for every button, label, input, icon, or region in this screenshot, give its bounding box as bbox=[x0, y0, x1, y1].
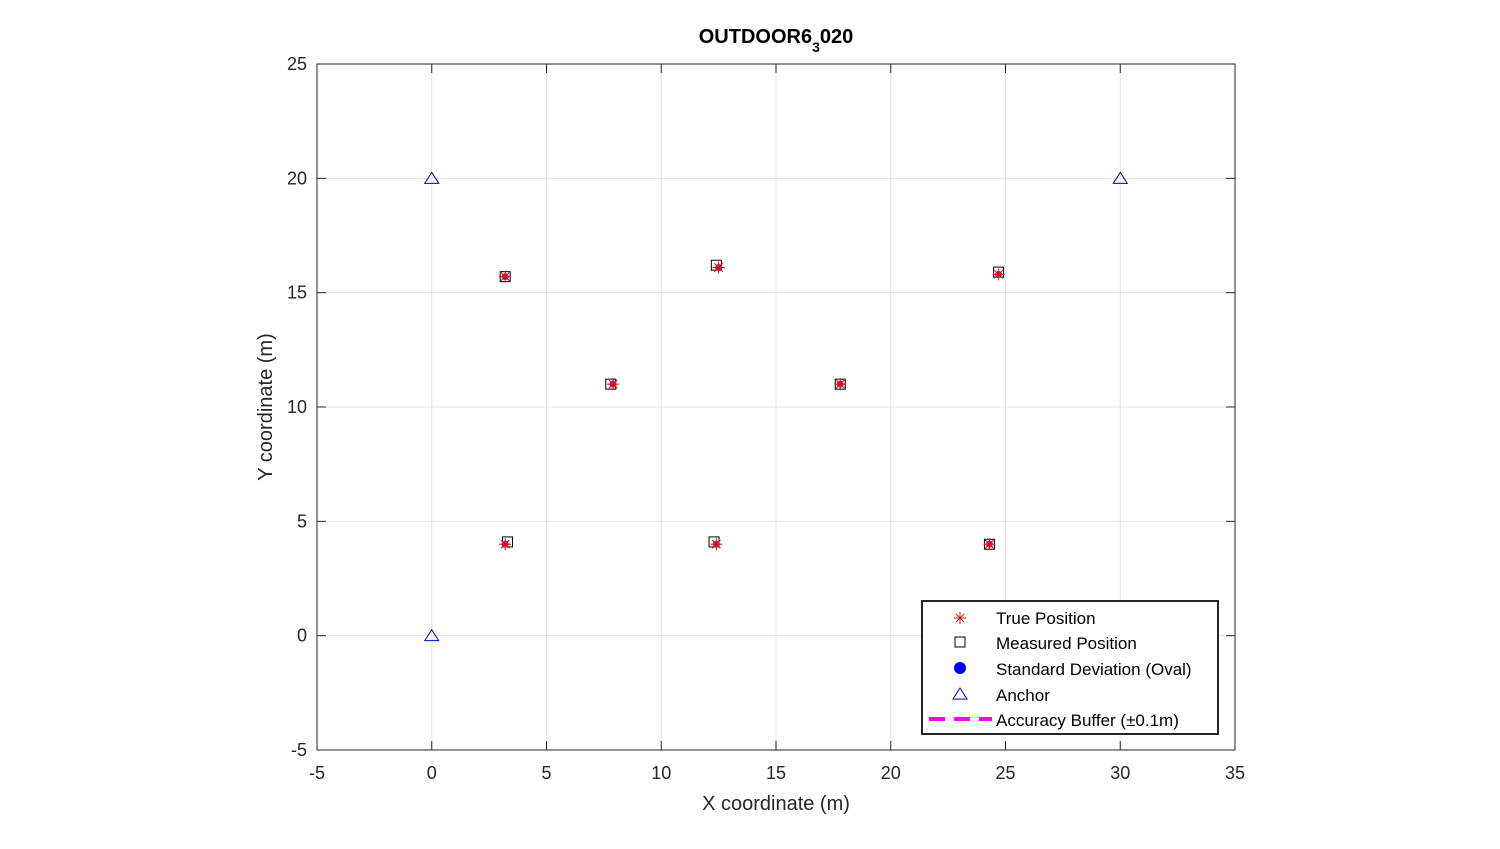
chart-title-main: OUTDOOR6 bbox=[699, 26, 812, 48]
true-position-marker bbox=[834, 378, 847, 391]
legend-label-accuracy-buffer: Accuracy Buffer (±0.1m) bbox=[996, 711, 1179, 730]
asterisk-stroke bbox=[984, 539, 994, 549]
legend-symbols bbox=[929, 612, 992, 721]
x-tick-label: -5 bbox=[309, 763, 325, 783]
legend: True Position Measured Position Standard… bbox=[921, 600, 1219, 735]
plot-frame bbox=[316, 63, 1236, 751]
y-tick-label: 20 bbox=[287, 168, 307, 188]
legend-symbol-standard-deviation bbox=[954, 662, 966, 674]
y-tick-label: -5 bbox=[291, 740, 307, 760]
true-position-marker bbox=[983, 538, 996, 551]
legend-symbol-true-position bbox=[954, 612, 966, 624]
true-position-marker bbox=[499, 538, 512, 551]
legend-label-measured-position: Measured Position bbox=[996, 634, 1137, 653]
asterisk-stroke bbox=[835, 379, 845, 389]
data-marks bbox=[423, 171, 1129, 642]
true-position-marker bbox=[499, 270, 512, 283]
true-position-marker bbox=[607, 378, 620, 391]
x-tick-label: 20 bbox=[881, 763, 901, 783]
y-tick-label: 15 bbox=[287, 283, 307, 303]
y-tick-label: 0 bbox=[297, 626, 307, 646]
x-tick-label: 0 bbox=[427, 763, 437, 783]
asterisk-stroke bbox=[955, 613, 965, 623]
asterisk-stroke bbox=[500, 539, 510, 549]
legend-label-anchor: Anchor bbox=[996, 686, 1050, 705]
y-tick-label: 25 bbox=[287, 54, 307, 74]
anchor-marker bbox=[423, 628, 440, 642]
true-position-marker bbox=[992, 268, 1005, 281]
asterisk-stroke bbox=[714, 262, 724, 273]
x-tick-label: 15 bbox=[766, 763, 786, 783]
x-tick-label: 30 bbox=[1110, 763, 1130, 783]
y-axis-label: Y coordinate (m) bbox=[255, 333, 277, 480]
y-tick-label: 10 bbox=[287, 397, 307, 417]
x-tick-label: 25 bbox=[995, 763, 1015, 783]
x-axis-label: X coordinate (m) bbox=[702, 793, 850, 815]
legend-box bbox=[921, 600, 1219, 735]
legend-symbol-anchor bbox=[952, 687, 968, 700]
anchor-marker bbox=[423, 171, 440, 184]
anchor-marker bbox=[1112, 171, 1129, 184]
y-tick-labels: -5 0 5 10 15 20 25 bbox=[287, 54, 307, 760]
x-tick-label: 5 bbox=[541, 763, 551, 783]
x-tick-labels: -5 0 5 10 15 20 25 30 35 bbox=[309, 763, 1245, 783]
x-tick-label: 35 bbox=[1225, 763, 1245, 783]
legend-label-standard-deviation: Standard Deviation (Oval) bbox=[996, 660, 1192, 679]
asterisk-stroke bbox=[711, 539, 721, 549]
x-tick-label: 10 bbox=[651, 763, 671, 783]
legend-label-true-position: True Position bbox=[996, 609, 1096, 628]
chart-title: OUTDOOR63020 bbox=[699, 26, 854, 55]
asterisk-stroke bbox=[994, 269, 1004, 279]
asterisk-stroke bbox=[500, 272, 510, 282]
y-tick-label: 5 bbox=[297, 511, 307, 531]
true-position-marker bbox=[712, 261, 725, 274]
legend-symbol-measured-position bbox=[954, 636, 966, 648]
chart-title-subscript: 3 bbox=[812, 39, 820, 55]
chart-title-tail: 020 bbox=[820, 26, 853, 48]
true-position-marker bbox=[710, 538, 723, 551]
asterisk-stroke bbox=[608, 379, 618, 389]
